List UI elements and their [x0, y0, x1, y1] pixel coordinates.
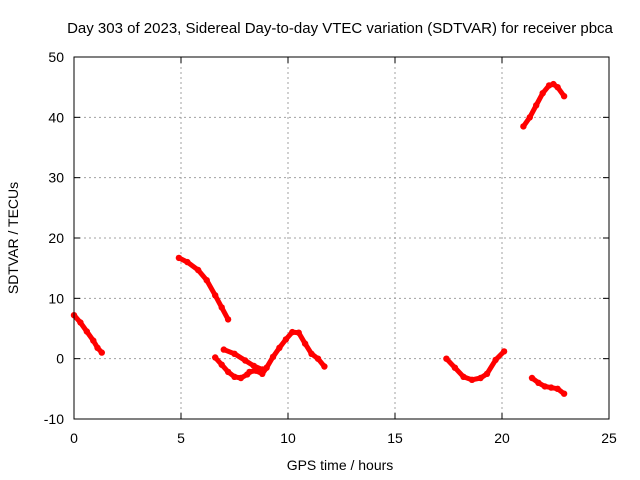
x-tick-label: 15 — [387, 430, 403, 446]
data-point — [77, 319, 84, 326]
x-tick-label: 5 — [177, 430, 185, 446]
data-point — [276, 344, 283, 351]
y-axis-label: SDTVAR / TECUs — [5, 182, 21, 294]
ticks: 0 5 10 15 20 25 -10 0 10 20 30 40 50 — [44, 49, 617, 446]
data-point — [520, 123, 527, 130]
x-tick-label: 0 — [70, 430, 78, 446]
data-point — [90, 337, 97, 344]
data-point — [535, 379, 542, 386]
data-point — [483, 370, 491, 377]
y-tick-label: 50 — [48, 49, 64, 65]
data-point — [289, 328, 296, 336]
data-point — [220, 346, 227, 353]
data-point — [218, 361, 225, 368]
grid — [74, 57, 609, 419]
y-tick-label: 30 — [48, 170, 64, 186]
series-layer — [70, 80, 568, 397]
data-point — [295, 329, 302, 336]
data-point — [259, 370, 266, 377]
y-tick-label: 10 — [48, 290, 64, 306]
x-tick-label: 25 — [601, 430, 617, 446]
chart-title: Day 303 of 2023, Sidereal Day-to-day VTE… — [67, 20, 613, 37]
y-tick-label: 20 — [48, 230, 64, 246]
data-point — [308, 350, 315, 357]
data-point — [224, 316, 232, 323]
data-point — [526, 114, 533, 121]
data-point — [242, 357, 249, 364]
data-point — [541, 383, 548, 390]
data-point — [269, 353, 277, 361]
data-point — [554, 385, 561, 392]
y-tick-label: 0 — [56, 351, 64, 367]
data-point — [203, 277, 210, 284]
data-point — [175, 254, 183, 262]
data-point — [252, 367, 260, 374]
data-point — [231, 350, 238, 357]
x-tick-label: 10 — [280, 430, 296, 446]
data-point — [460, 373, 467, 380]
data-point — [212, 292, 219, 299]
data-point — [83, 328, 91, 335]
data-point — [468, 376, 476, 383]
data-point — [282, 336, 290, 343]
data-point — [533, 102, 540, 109]
data-point — [560, 93, 568, 100]
data-point — [548, 384, 555, 391]
data-point — [218, 304, 225, 311]
data-point — [528, 374, 536, 382]
data-point — [477, 374, 484, 382]
data-point — [194, 266, 202, 274]
data-point — [98, 349, 106, 356]
data-point — [301, 340, 309, 347]
data-point — [250, 362, 257, 370]
data-point — [539, 90, 546, 97]
data-point — [554, 84, 561, 91]
data-point — [246, 368, 253, 376]
x-axis-label: GPS time / hours — [287, 457, 394, 473]
data-point — [224, 368, 232, 376]
y-tick-label: 40 — [48, 109, 64, 125]
y-tick-label: -10 — [44, 411, 64, 427]
data-point — [443, 355, 450, 362]
data-point — [94, 344, 101, 351]
data-point — [184, 258, 191, 266]
x-tick-label: 20 — [494, 430, 510, 446]
data-point — [492, 356, 499, 364]
data-point — [314, 355, 322, 362]
data-point — [263, 364, 270, 371]
data-point — [451, 364, 459, 371]
data-point — [321, 363, 328, 370]
data-point — [500, 348, 508, 355]
data-point — [212, 354, 219, 361]
data-point — [560, 390, 568, 397]
data-point — [237, 374, 245, 382]
data-point — [231, 373, 238, 380]
